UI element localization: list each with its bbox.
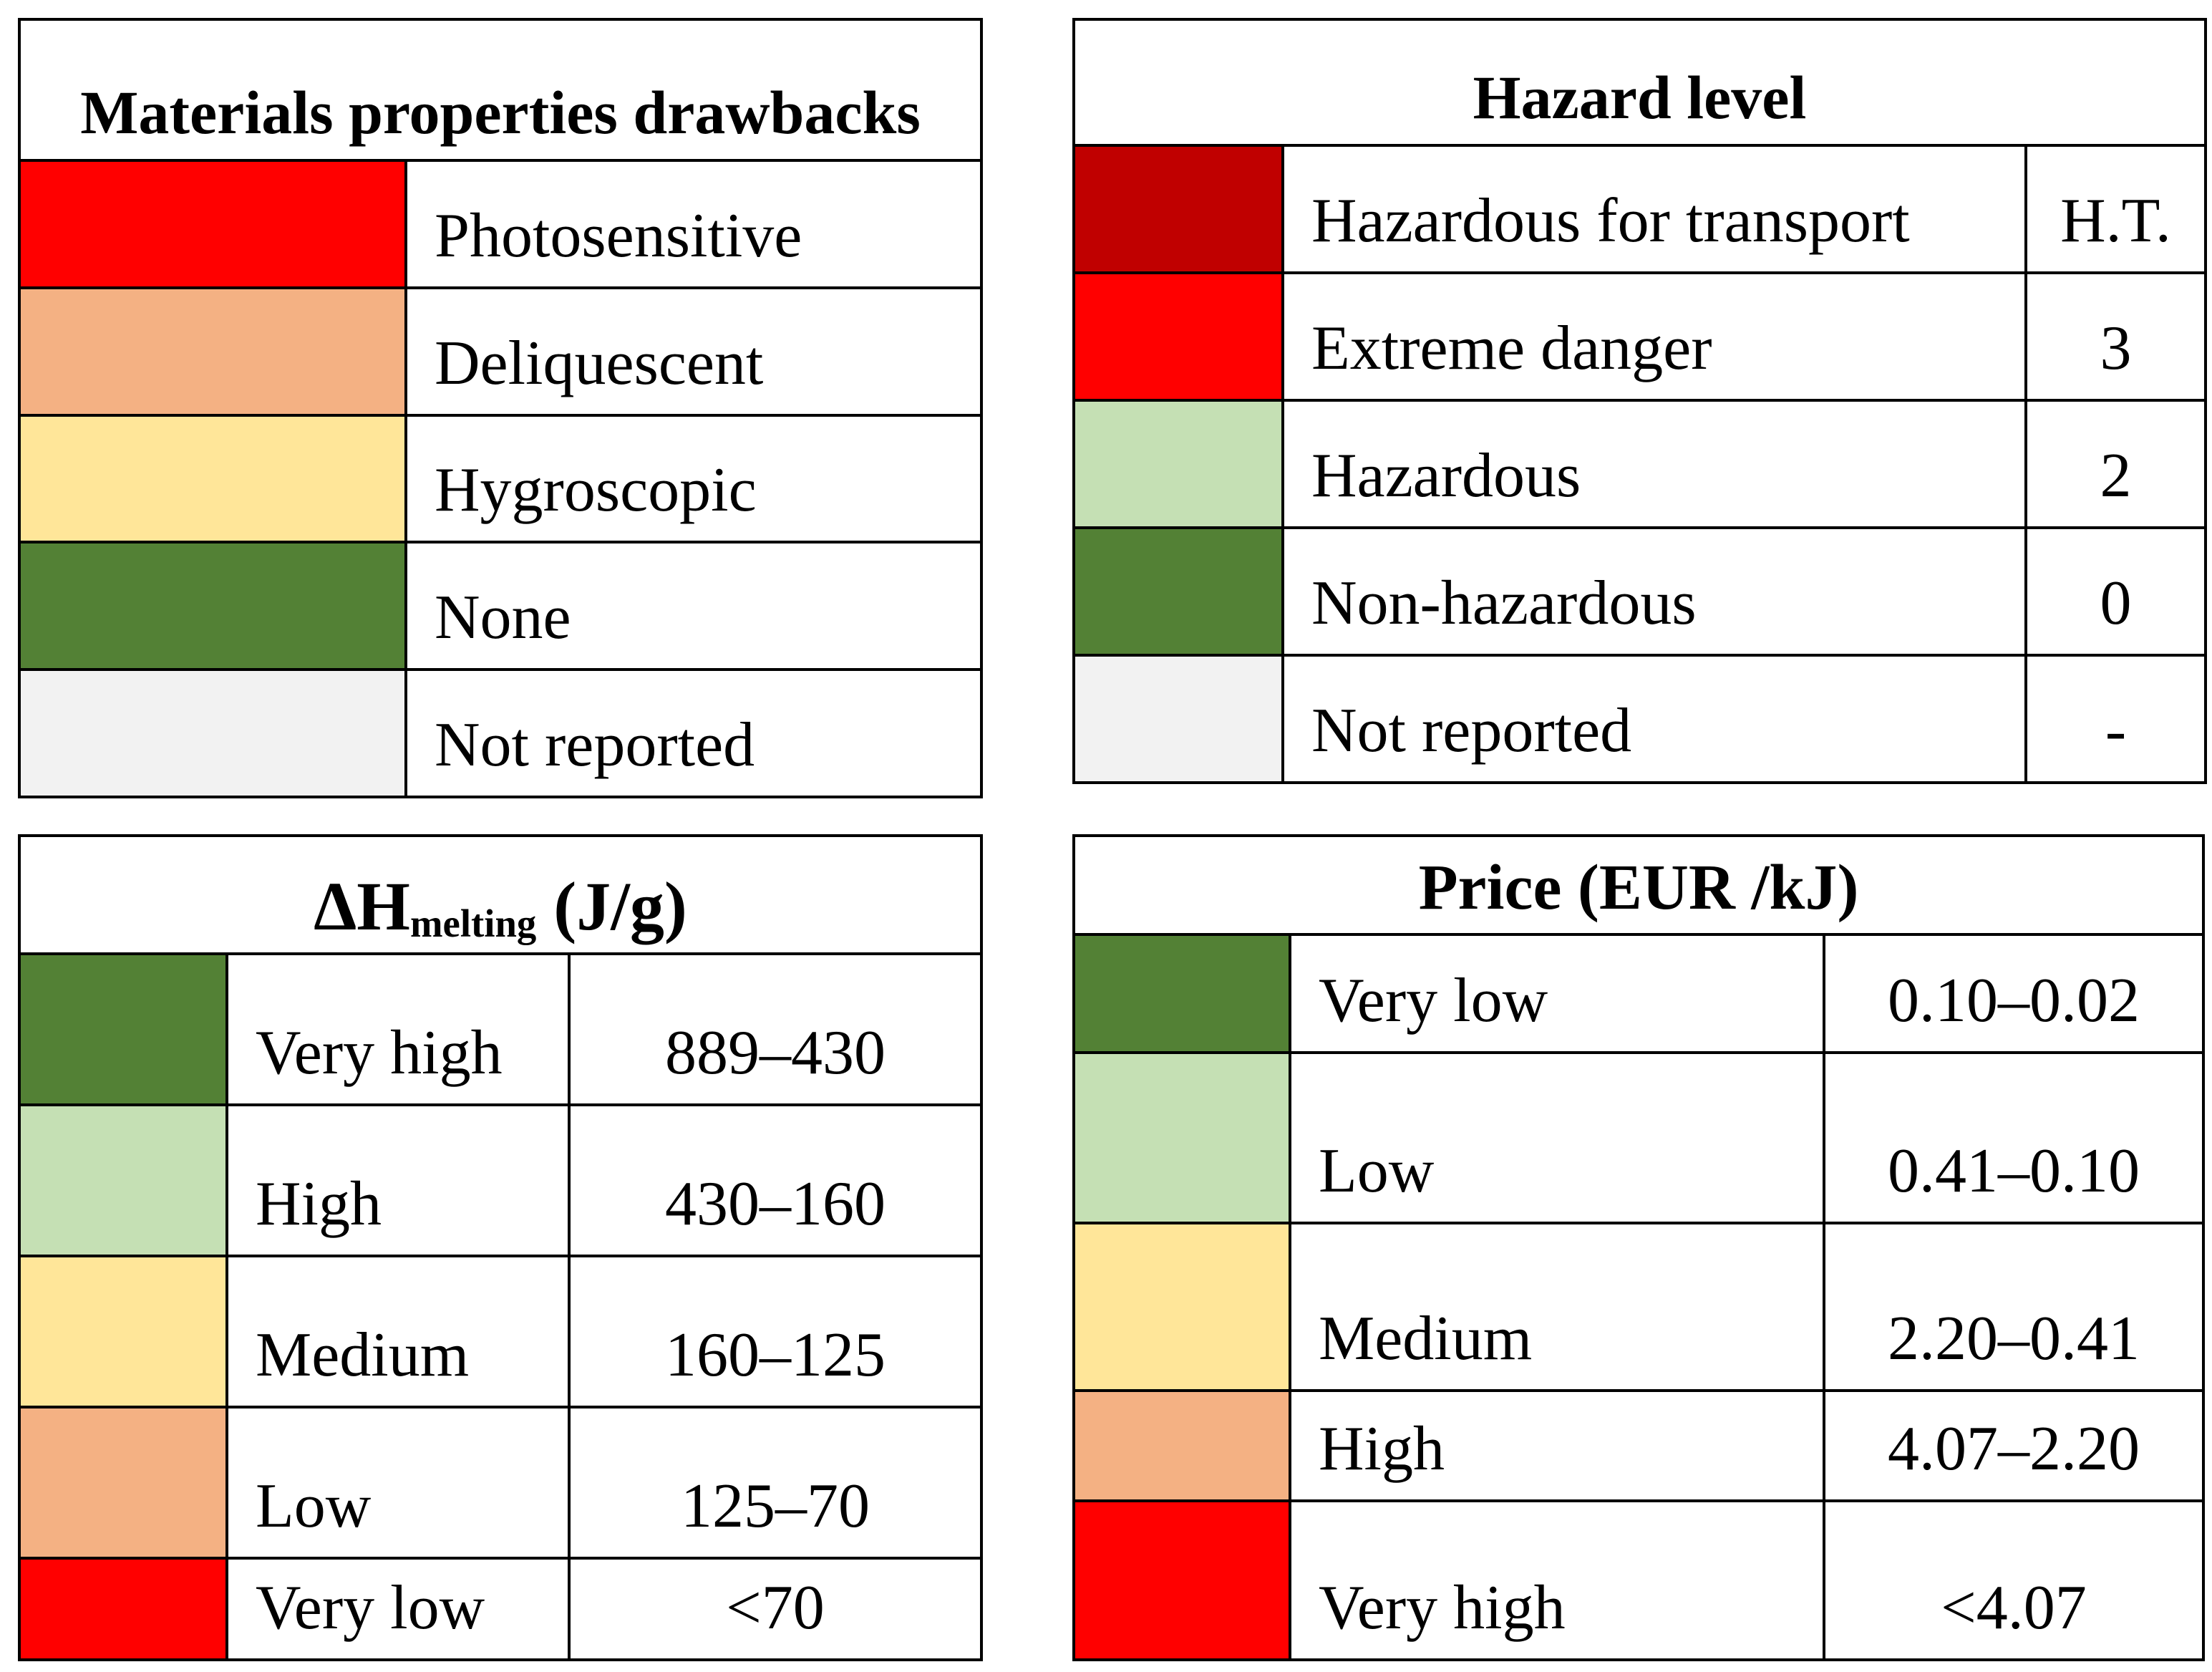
label-high: High: [1291, 1392, 1823, 1499]
value-hazardous-for-transport: H.T.: [2027, 147, 2204, 271]
swatch-none-dark-green: [21, 543, 404, 669]
swatch-high-orange: [1075, 1392, 1289, 1499]
label-medium: Medium: [228, 1257, 568, 1406]
label-low: Low: [1291, 1054, 1823, 1222]
value-very-high-range: 889–430: [571, 955, 980, 1103]
label-non-hazardous: Non-hazardous: [1284, 529, 2024, 654]
value-not-reported: -: [2027, 657, 2204, 781]
value-low-range: 125–70: [571, 1408, 980, 1557]
label-high: High: [228, 1106, 568, 1255]
materials-drawbacks-title: Materials properties drawbacks: [21, 21, 980, 159]
label-medium: Medium: [1291, 1224, 1823, 1389]
melting-enthalpy-table: ΔH melting (J/g) Very high 889–430 High 4…: [18, 834, 983, 1661]
value-non-hazardous: 0: [2027, 529, 2204, 654]
label-very-high: Very high: [1291, 1502, 1823, 1658]
price-table: Price (EUR /kJ) Very low 0.10–0.02 Low 0…: [1072, 834, 2205, 1661]
swatch-deliquescent-orange: [21, 289, 404, 414]
label-photosensitive: Photosensitive: [407, 162, 980, 286]
hazard-level-table: Hazard level Hazardous for transport H.T…: [1072, 18, 2207, 784]
label-extreme-danger: Extreme danger: [1284, 274, 2024, 399]
materials-drawbacks-table: Materials properties drawbacks Photosens…: [18, 18, 983, 798]
label-hazardous-for-transport: Hazardous for transport: [1284, 147, 2024, 271]
title-delta-h: ΔH: [314, 868, 410, 944]
label-not-reported: Not reported: [407, 671, 980, 796]
label-very-low: Very low: [1291, 936, 1823, 1051]
label-hazardous: Hazardous: [1284, 402, 2024, 526]
swatch-medium-yellow: [1075, 1224, 1289, 1389]
title-unit-jg: (J/g): [536, 868, 687, 944]
label-very-high: Very high: [228, 955, 568, 1103]
value-medium-range: 160–125: [571, 1257, 980, 1406]
value-very-low-range: 0.10–0.02: [1825, 936, 2202, 1051]
swatch-not-reported-gray: [1075, 657, 1281, 781]
title-subscript-melting: melting: [409, 902, 537, 946]
swatch-low-orange: [21, 1408, 225, 1557]
swatch-very-low-red: [21, 1560, 225, 1658]
swatch-non-hazardous-dark-green: [1075, 529, 1281, 654]
hazard-level-title: Hazard level: [1075, 21, 2204, 144]
swatch-very-high-red: [1075, 1502, 1289, 1658]
swatch-high-light-green: [21, 1106, 225, 1255]
value-low-range: 0.41–0.10: [1825, 1054, 2202, 1222]
label-deliquescent: Deliquescent: [407, 289, 980, 414]
swatch-very-low-dark-green: [1075, 936, 1289, 1051]
swatch-hygroscopic-yellow: [21, 416, 404, 541]
swatch-not-reported-gray: [21, 671, 404, 796]
value-high-range: 4.07–2.20: [1825, 1392, 2202, 1499]
swatch-low-light-green: [1075, 1054, 1289, 1222]
swatch-very-high-dark-green: [21, 955, 225, 1103]
value-extreme-danger: 3: [2027, 274, 2204, 399]
swatch-medium-yellow: [21, 1257, 225, 1406]
value-high-range: 430–160: [571, 1106, 980, 1255]
label-not-reported: Not reported: [1284, 657, 2024, 781]
label-very-low: Very low: [228, 1560, 568, 1658]
label-low: Low: [228, 1408, 568, 1557]
value-hazardous: 2: [2027, 402, 2204, 526]
melting-enthalpy-title: ΔH melting (J/g): [21, 837, 980, 952]
value-very-low-range: <70: [571, 1560, 980, 1658]
value-medium-range: 2.20–0.41: [1825, 1224, 2202, 1389]
swatch-hazardous-light-green: [1075, 402, 1281, 526]
value-very-high-range: <4.07: [1825, 1502, 2202, 1658]
swatch-hazardous-transport-dark-red: [1075, 147, 1281, 271]
price-title: Price (EUR /kJ): [1075, 837, 2202, 933]
swatch-photosensitive-red: [21, 162, 404, 286]
label-hygroscopic: Hygroscopic: [407, 416, 980, 541]
label-none: None: [407, 543, 980, 669]
swatch-extreme-danger-red: [1075, 274, 1281, 399]
